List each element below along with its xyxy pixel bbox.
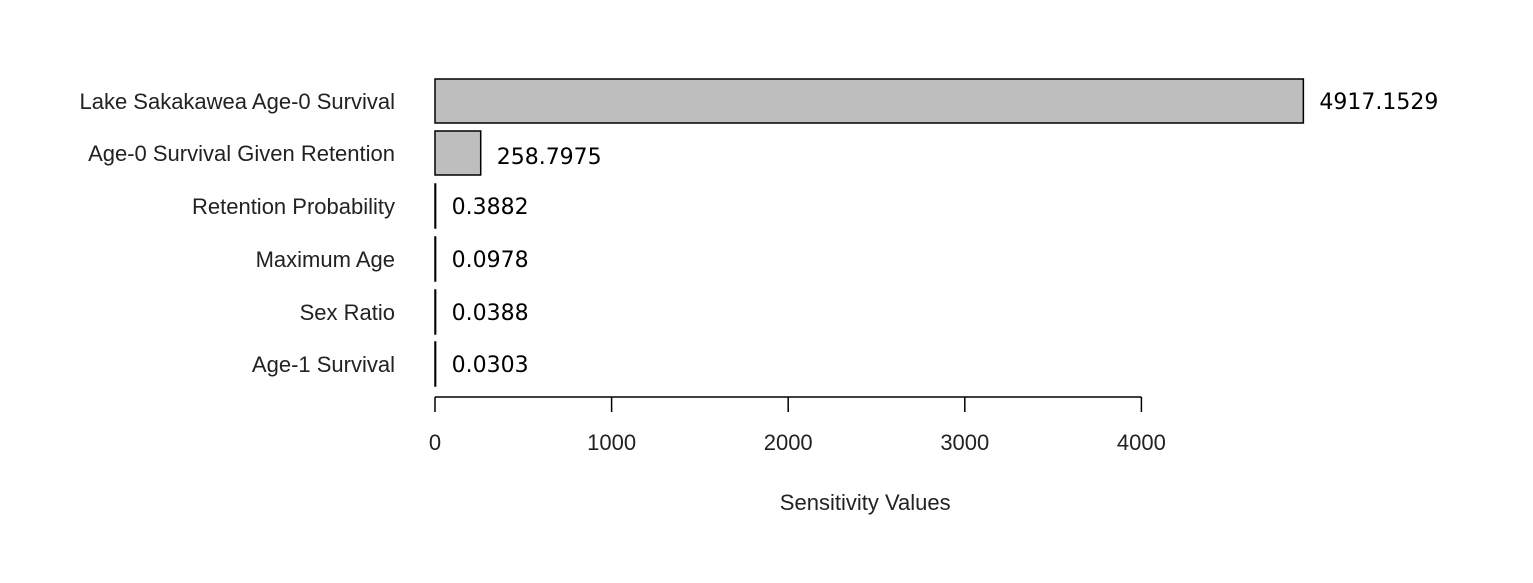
value-label: 0.0303 (452, 353, 529, 378)
value-label: 258.7975 (497, 145, 602, 170)
x-tick-label: 2000 (764, 430, 813, 455)
bar-5 (434, 341, 437, 387)
category-label: Retention Probability (192, 194, 395, 219)
category-label: Maximum Age (256, 247, 395, 272)
bar-4 (434, 289, 437, 335)
x-axis-title: Sensitivity Values (780, 490, 951, 515)
x-tick-label: 0 (429, 430, 441, 455)
category-label: Sex Ratio (300, 300, 395, 325)
x-tick-label: 1000 (587, 430, 636, 455)
value-label: 0.3882 (452, 195, 529, 220)
x-tick-label: 4000 (1117, 430, 1166, 455)
value-labels-group: 4917.1529 258.7975 0.3882 0.0978 0.0388 0.030… (452, 90, 1439, 378)
category-label: Age-1 Survival (252, 352, 395, 377)
category-labels-group: Lake Sakakawea Age-0 Survival Age-0 Survi… (79, 89, 395, 377)
bar-2 (434, 183, 437, 229)
value-label: 0.0388 (452, 301, 529, 326)
value-label: 0.0978 (452, 248, 529, 273)
bar-1 (434, 130, 482, 176)
category-label: Lake Sakakawea Age-0 Survival (79, 89, 395, 114)
x-axis: 0 1000 2000 3000 4000 (429, 396, 1166, 455)
category-label: Age-0 Survival Given Retention (88, 141, 395, 166)
bars-group (434, 78, 1305, 387)
bar-0 (434, 78, 1305, 124)
bar-3 (434, 236, 437, 282)
x-tick-label: 3000 (940, 430, 989, 455)
value-label: 4917.1529 (1319, 90, 1438, 115)
